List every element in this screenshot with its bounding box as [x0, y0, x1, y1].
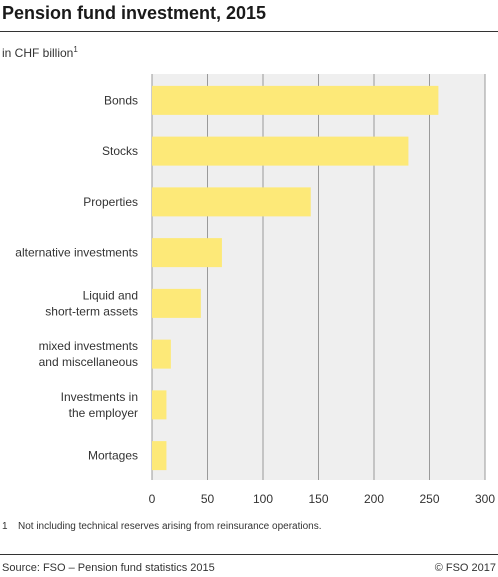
bars — [152, 85, 439, 471]
unit-footnote-mark: 1 — [73, 45, 78, 54]
footer-divider — [0, 554, 498, 555]
category-label: Liquid and short-term assets — [45, 288, 138, 318]
category-label: Investments in the employer — [61, 390, 138, 420]
chart-title: Pension fund investment, 2015 — [2, 3, 267, 23]
source-text: Source: FSO – Pension fund statistics 20… — [2, 562, 215, 574]
category-labels: Bonds Stocks Properties alternative investm… — [15, 93, 138, 462]
category-label-line: alternative investments — [15, 246, 138, 260]
category-label-line: the employer — [69, 406, 138, 420]
category-label-line: Investments in — [61, 390, 138, 404]
x-tick-label: 250 — [419, 492, 439, 506]
x-tick-label: 0 — [149, 492, 156, 506]
bar — [152, 187, 311, 217]
category-label-line: mixed investments — [39, 339, 138, 353]
unit-text: in CHF billion — [2, 46, 74, 60]
bar-chart: Bonds Stocks Properties alternative investm… — [15, 74, 496, 506]
footnote-mark: 1 — [2, 521, 8, 532]
footnote-text: Not including technical reserves arising… — [18, 521, 322, 532]
copyright-text: © FSO 2017 — [434, 562, 496, 574]
x-tick-label: 200 — [364, 492, 384, 506]
bar — [152, 441, 167, 471]
category-label: mixed investments and miscellaneous — [39, 339, 138, 369]
category-label-line: Stocks — [102, 144, 138, 158]
bar — [152, 238, 222, 268]
category-label: Bonds — [104, 93, 138, 107]
category-label: Mortages — [88, 449, 138, 463]
category-label-line: Mortages — [88, 449, 138, 463]
category-label: Stocks — [102, 144, 138, 158]
bar — [152, 339, 171, 369]
category-label: alternative investments — [15, 246, 138, 260]
x-axis-ticks: 0 50 100 150 200 250 300 — [149, 492, 496, 506]
bar — [152, 390, 167, 420]
x-tick-label: 300 — [475, 492, 495, 506]
footnote: 1 Not including technical reserves arisin… — [2, 521, 321, 532]
category-label: Properties — [83, 195, 138, 209]
unit-label: in CHF billion1 — [2, 45, 78, 60]
category-label-line: Liquid and — [83, 288, 138, 302]
category-label-line: short-term assets — [45, 304, 138, 318]
bar — [152, 136, 409, 166]
category-label-line: Properties — [83, 195, 138, 209]
bar — [152, 288, 201, 318]
x-tick-label: 150 — [308, 492, 328, 506]
x-tick-label: 50 — [201, 492, 215, 506]
title-divider — [0, 31, 498, 32]
bar — [152, 85, 439, 115]
category-label-line: and miscellaneous — [39, 355, 138, 369]
category-label-line: Bonds — [104, 93, 138, 107]
x-tick-label: 100 — [253, 492, 273, 506]
